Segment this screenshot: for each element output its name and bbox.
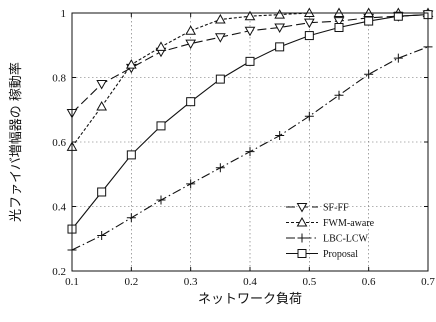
data-point bbox=[185, 39, 197, 50]
data-point bbox=[126, 150, 136, 160]
legend: SF-FF FWM-aware LBC-LCW Proposal bbox=[286, 203, 375, 260]
data-point bbox=[125, 59, 137, 69]
data-point bbox=[156, 195, 166, 205]
y-tick-label: 1 bbox=[61, 8, 67, 20]
data-point bbox=[275, 131, 285, 141]
x-axis-label: ネットワーク負荷 bbox=[198, 292, 302, 307]
data-point bbox=[275, 42, 285, 52]
x-tick-label: 0.5 bbox=[302, 276, 316, 288]
series-lbc-lcw bbox=[67, 42, 433, 255]
data-point bbox=[333, 17, 345, 27]
y-tick-label: 0.4 bbox=[52, 202, 66, 214]
data-point bbox=[274, 23, 286, 34]
data-point bbox=[97, 231, 107, 241]
data-point bbox=[155, 41, 167, 51]
data-point bbox=[96, 79, 108, 90]
x-tick-label: 0.4 bbox=[243, 276, 257, 288]
data-point bbox=[185, 25, 197, 35]
legend-marker bbox=[297, 249, 307, 258]
axes: 0.1 0.2 0.3 0.4 0.5 0.6 0.70.20.40.60.81 bbox=[52, 8, 435, 288]
grid-lines bbox=[72, 13, 428, 271]
data-point bbox=[244, 26, 256, 37]
x-tick-label: 0.6 bbox=[362, 276, 376, 288]
data-point bbox=[304, 111, 314, 121]
legend-label: Proposal bbox=[323, 249, 358, 260]
data-point bbox=[364, 16, 374, 26]
x-tick-label: 0.2 bbox=[124, 276, 138, 288]
x-tick-label: 0.7 bbox=[421, 276, 435, 288]
data-point bbox=[215, 163, 225, 173]
data-point bbox=[245, 147, 255, 157]
data-point bbox=[126, 213, 136, 223]
data-point bbox=[393, 53, 403, 63]
data-point bbox=[304, 31, 314, 41]
data-point bbox=[303, 18, 315, 29]
y-axis-label: 光ファイバ増幅器の 稼動率 bbox=[8, 62, 24, 222]
data-point bbox=[364, 69, 374, 79]
y-tick-label: 0.2 bbox=[52, 266, 66, 278]
data-point bbox=[334, 90, 344, 100]
legend-marker bbox=[297, 233, 307, 243]
legend-marker bbox=[296, 203, 308, 213]
legend-label: FWM-aware bbox=[323, 218, 375, 229]
data-point bbox=[214, 13, 226, 24]
data-point bbox=[334, 23, 344, 33]
data-point bbox=[274, 9, 286, 19]
x-tick-label: 0.1 bbox=[65, 276, 79, 288]
data-point bbox=[214, 33, 226, 43]
data-point bbox=[97, 187, 107, 197]
data-point bbox=[156, 121, 166, 131]
y-tick-label: 0.6 bbox=[52, 137, 66, 149]
legend-label: SF-FF bbox=[323, 203, 349, 214]
legend-marker bbox=[296, 216, 308, 227]
data-point bbox=[186, 179, 196, 189]
data-point bbox=[186, 97, 196, 107]
data-point bbox=[96, 101, 108, 111]
data-point bbox=[215, 74, 225, 84]
x-tick-label: 0.3 bbox=[184, 276, 198, 288]
legend-label: LBC-LCW bbox=[323, 234, 369, 245]
y-tick-label: 0.8 bbox=[52, 73, 66, 85]
data-point bbox=[245, 56, 255, 66]
data-point bbox=[393, 11, 403, 21]
data-point bbox=[244, 10, 256, 21]
plot-frame bbox=[71, 12, 429, 272]
